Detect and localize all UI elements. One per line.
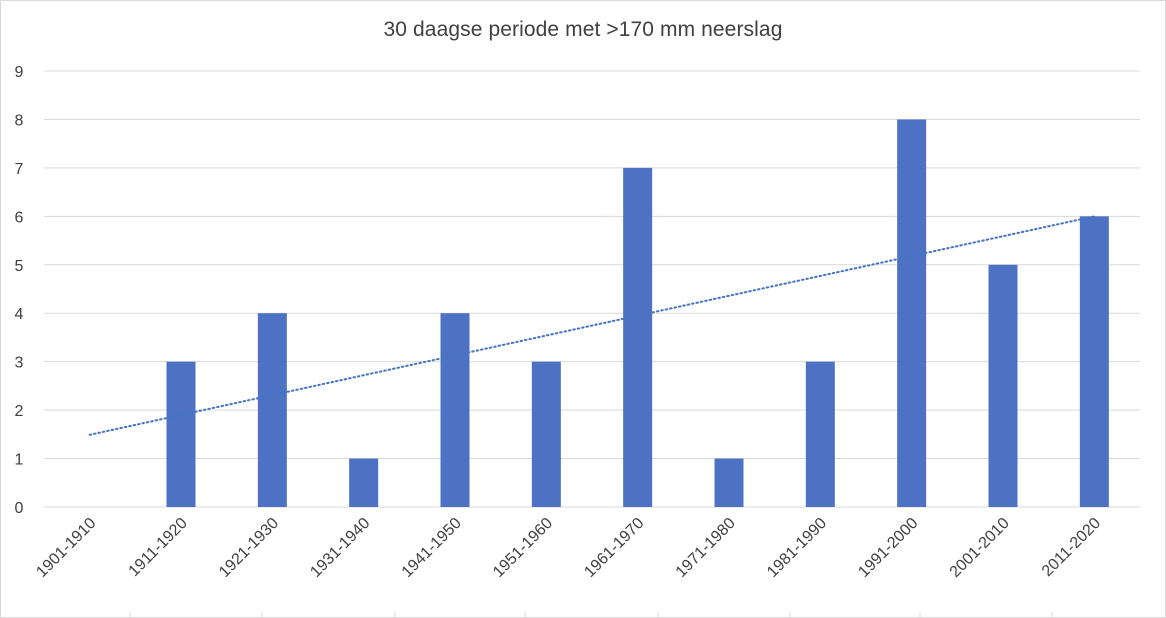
bars	[166, 119, 1109, 508]
x-tick-label: 1921-1930	[216, 515, 282, 581]
y-axis-ticks: 0 1 2 3 4 5 6 7 8 9	[15, 64, 24, 517]
frame-bottom-ticks	[129, 612, 1053, 617]
bar	[623, 167, 653, 507]
trendline	[88, 215, 1096, 436]
bar	[349, 458, 379, 507]
bar	[257, 313, 287, 507]
y-tick-label: 0	[15, 500, 24, 517]
x-tick-label: 2011-2020	[1039, 515, 1104, 580]
x-tick-label: 1931-1940	[307, 515, 373, 581]
x-tick-label: 1901-1910	[33, 515, 99, 581]
x-tick-label: 1991-2000	[855, 515, 921, 581]
y-tick-label: 3	[15, 355, 24, 372]
bar	[897, 119, 927, 507]
chart-title: 30 daagse periode met >170 mm neerslag	[383, 18, 783, 41]
y-tick-label: 7	[15, 161, 24, 178]
trendline-group	[88, 215, 1096, 436]
x-tick-label: 1961-1970	[581, 515, 647, 581]
y-tick-label: 5	[15, 258, 24, 275]
x-tick-label: 1911-1920	[126, 515, 191, 580]
bar	[714, 458, 744, 507]
x-tick-label: 2001-2010	[947, 515, 1013, 581]
y-tick-label: 9	[15, 64, 24, 81]
y-tick-label: 4	[15, 306, 24, 323]
x-axis-ticks: 1901-1910 1911-1920 1921-1930 1931-1940 1941…	[33, 515, 1104, 581]
bar	[988, 264, 1018, 507]
bar	[166, 361, 196, 507]
bar	[805, 361, 835, 507]
y-tick-label: 6	[15, 209, 24, 226]
y-tick-label: 2	[15, 403, 24, 420]
x-tick-label: 1941-1950	[399, 515, 465, 581]
bar	[531, 361, 561, 507]
y-tick-label: 8	[15, 112, 24, 129]
x-tick-label: 1971-1980	[673, 515, 739, 581]
y-tick-label: 1	[15, 452, 24, 469]
bar	[1079, 216, 1109, 508]
x-tick-label: 1951-1960	[490, 515, 556, 581]
bar	[440, 313, 470, 507]
x-tick-label: 1981-1990	[764, 515, 830, 581]
grid-lines	[44, 70, 1140, 508]
